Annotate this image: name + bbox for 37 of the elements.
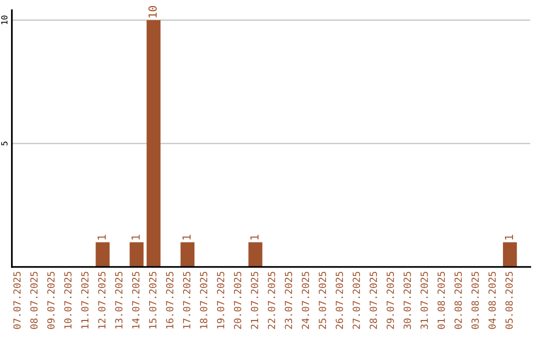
data-label: 10 [148,6,157,18]
x-tick-label: 27.07.2025 [352,272,360,329]
x-tick-label: 22.07.2025 [268,272,276,329]
x-tick-label: 19.07.2025 [216,272,224,328]
x-tick-label: 13.07.2025 [115,272,122,328]
x-tick-label: 07.07.2025 [13,272,21,329]
x-tick-label: 03.08.2025 [471,272,479,329]
x-tick-label: 16.07.2025 [166,272,174,328]
x-tick-label: 31.07.2025 [420,272,428,329]
data-label: 1 [182,234,191,240]
x-tick-label: 18.07.2025 [200,272,208,328]
x-tick-label: 25.07.2025 [318,272,326,329]
data-label: 1 [250,234,258,240]
x-tick-label: 01.08.2025 [438,272,445,329]
x-tick-label: 02.08.2025 [454,272,462,329]
x-tick-label: 04.08.2025 [488,272,496,329]
x-tick-label: 30.07.2025 [404,272,411,329]
x-tick-label: 10.07.2025 [64,272,72,328]
x-tick-label: 05.08.2025 [505,272,513,329]
x-tick-label: 20.07.2025 [234,272,242,329]
data-label: 1 [504,234,514,240]
x-tick-label: 11.07.2025 [81,272,89,328]
x-tick-label: 09.07.2025 [47,272,55,329]
x-tick-label: 29.07.2025 [386,272,394,329]
data-label: 1 [98,234,106,240]
x-tick-label: 17.07.2025 [183,272,190,328]
x-tick-label: 14.07.2025 [132,272,140,328]
x-tick-label: 08.07.2025 [30,272,38,329]
x-tick-label: 28.07.2025 [370,272,378,329]
y-tick-label: 5 [1,142,8,146]
x-tick-label: 23.07.2025 [284,272,292,329]
x-tick-label: 21.07.2025 [250,272,258,329]
x-tick-label: 26.07.2025 [336,272,344,329]
data-label: 1 [132,234,140,240]
x-tick-label: 15.07.2025 [149,272,156,328]
x-tick-label: 12.07.2025 [98,272,106,328]
x-tick-label: 24.07.2025 [302,272,310,329]
